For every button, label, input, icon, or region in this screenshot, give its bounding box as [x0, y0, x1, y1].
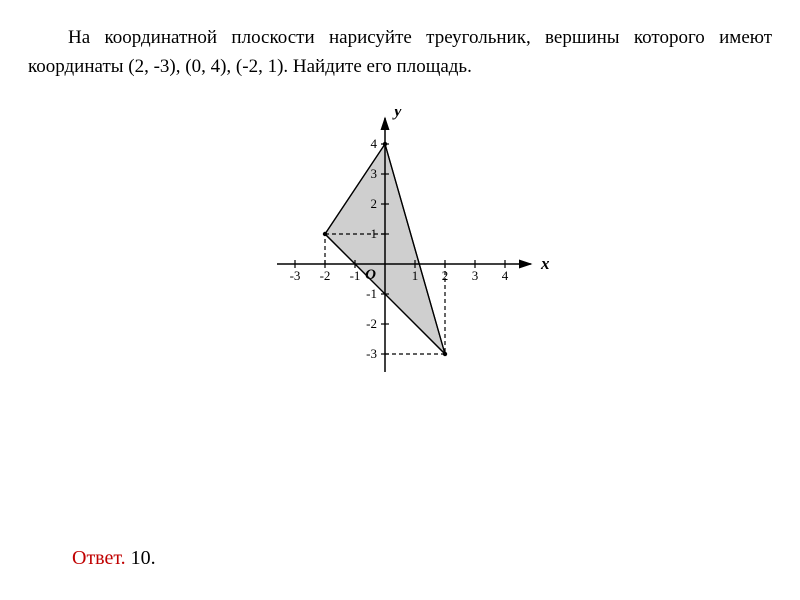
- x-tick-label: -3: [290, 268, 301, 283]
- x-tick-label: 2: [442, 268, 449, 283]
- answer-block: Ответ. 10.: [72, 547, 156, 570]
- answer-label: Ответ.: [72, 547, 126, 569]
- y-tick-label: 2: [371, 196, 378, 211]
- x-tick-label: 3: [472, 268, 479, 283]
- x-axis-label: x: [540, 254, 550, 273]
- answer-value: 10.: [131, 547, 156, 569]
- x-tick-label: 4: [502, 268, 509, 283]
- y-tick-label: 3: [371, 166, 378, 181]
- y-tick-label: 1: [371, 226, 378, 241]
- problem-statement: На координатной плоскости нарисуйте треу…: [28, 24, 772, 81]
- coordinate-plane: -3-2-11234-3-2-11234Oxy: [235, 109, 565, 409]
- chart-container: -3-2-11234-3-2-11234Oxy: [28, 109, 772, 409]
- y-tick-label: -1: [366, 286, 377, 301]
- y-tick-label: 4: [371, 136, 378, 151]
- y-tick-label: -3: [366, 346, 377, 361]
- y-axis-label: y: [392, 109, 402, 120]
- x-tick-label: -2: [320, 268, 331, 283]
- x-tick-label: 1: [412, 268, 419, 283]
- x-tick-label: -1: [350, 268, 361, 283]
- problem-text-body: На координатной плоскости нарисуйте треу…: [28, 27, 772, 77]
- y-tick-label: -2: [366, 316, 377, 331]
